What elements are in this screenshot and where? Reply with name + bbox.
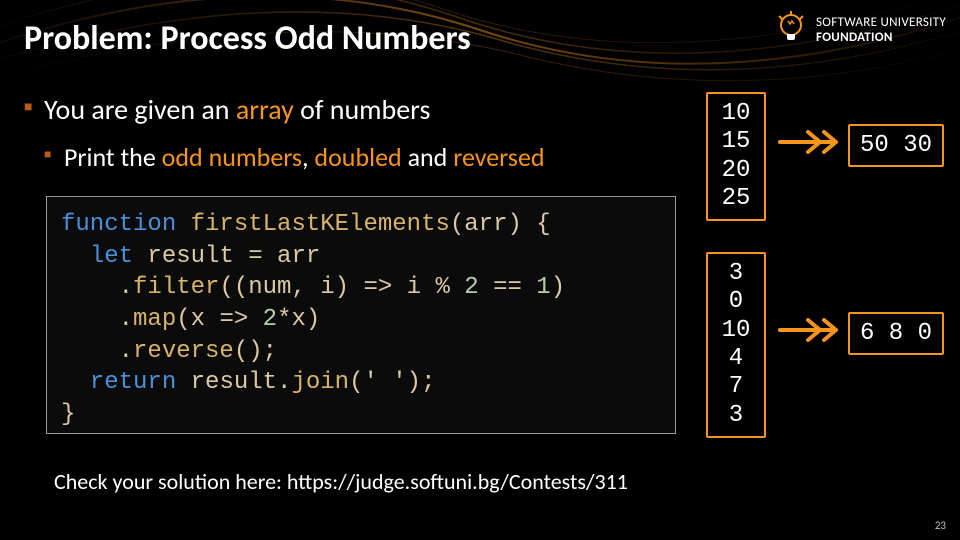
solution-link[interactable]: https://judge.softuni.bg/Contests/311 xyxy=(287,468,628,495)
logo-text: SOFTWARE UNIVERSITY FOUNDATION xyxy=(816,16,946,45)
example-input-2: 3010473 xyxy=(706,252,766,438)
highlight: reversed xyxy=(453,141,544,173)
highlight: array xyxy=(236,92,294,127)
logo-line1: SOFTWARE UNIVERSITY xyxy=(816,16,946,30)
highlight: odd numbers xyxy=(162,141,302,173)
example-output-1: 50 30 xyxy=(848,124,944,167)
check-solution-text: Check your solution here: https://judge.… xyxy=(54,468,628,495)
bullet-level1: You are given an array of numbers xyxy=(24,92,684,127)
example-output-2: 6 8 0 xyxy=(848,312,944,355)
logo: SOFTWARE UNIVERSITY FOUNDATION xyxy=(774,10,946,51)
slide-title: Problem: Process Odd Numbers xyxy=(24,18,471,59)
page-number: 23 xyxy=(935,519,946,532)
example-input-1: 10152025 xyxy=(706,92,766,221)
bullet-level2: Print the odd numbers, doubled and rever… xyxy=(44,141,684,173)
code-block: function firstLastKElements(arr) { let r… xyxy=(46,196,676,434)
arrow-icon xyxy=(778,316,838,344)
bullet-list: You are given an array of numbers Print … xyxy=(24,92,684,173)
arrow-icon xyxy=(778,128,838,156)
highlight: doubled xyxy=(314,141,401,173)
bulb-icon xyxy=(774,10,808,51)
logo-line2: FOUNDATION xyxy=(816,31,946,45)
